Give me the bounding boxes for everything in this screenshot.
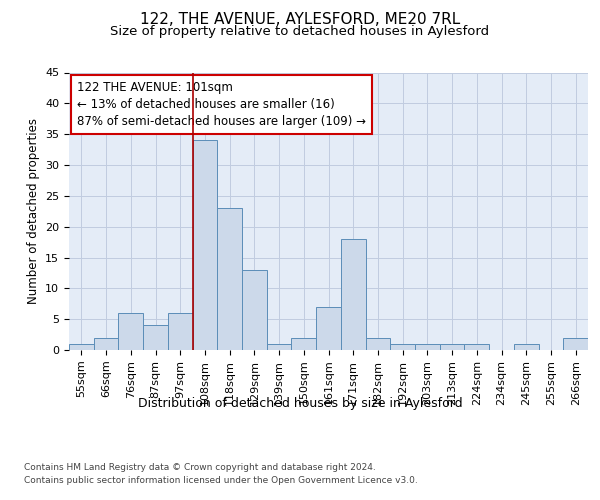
Bar <box>267 344 292 350</box>
Bar <box>143 326 168 350</box>
Text: Distribution of detached houses by size in Aylesford: Distribution of detached houses by size … <box>137 398 463 410</box>
Text: 122 THE AVENUE: 101sqm
← 13% of detached houses are smaller (16)
87% of semi-det: 122 THE AVENUE: 101sqm ← 13% of detached… <box>77 81 366 128</box>
Y-axis label: Number of detached properties: Number of detached properties <box>26 118 40 304</box>
Bar <box>563 338 588 350</box>
Bar <box>341 239 365 350</box>
Text: 122, THE AVENUE, AYLESFORD, ME20 7RL: 122, THE AVENUE, AYLESFORD, ME20 7RL <box>140 12 460 28</box>
Bar <box>118 313 143 350</box>
Text: Contains public sector information licensed under the Open Government Licence v3: Contains public sector information licen… <box>24 476 418 485</box>
Bar <box>168 313 193 350</box>
Bar <box>464 344 489 350</box>
Bar <box>390 344 415 350</box>
Bar <box>365 338 390 350</box>
Bar <box>514 344 539 350</box>
Bar <box>69 344 94 350</box>
Text: Contains HM Land Registry data © Crown copyright and database right 2024.: Contains HM Land Registry data © Crown c… <box>24 462 376 471</box>
Bar <box>242 270 267 350</box>
Bar <box>316 307 341 350</box>
Bar <box>193 140 217 350</box>
Bar <box>415 344 440 350</box>
Bar <box>440 344 464 350</box>
Bar <box>217 208 242 350</box>
Bar <box>94 338 118 350</box>
Bar <box>292 338 316 350</box>
Text: Size of property relative to detached houses in Aylesford: Size of property relative to detached ho… <box>110 25 490 38</box>
